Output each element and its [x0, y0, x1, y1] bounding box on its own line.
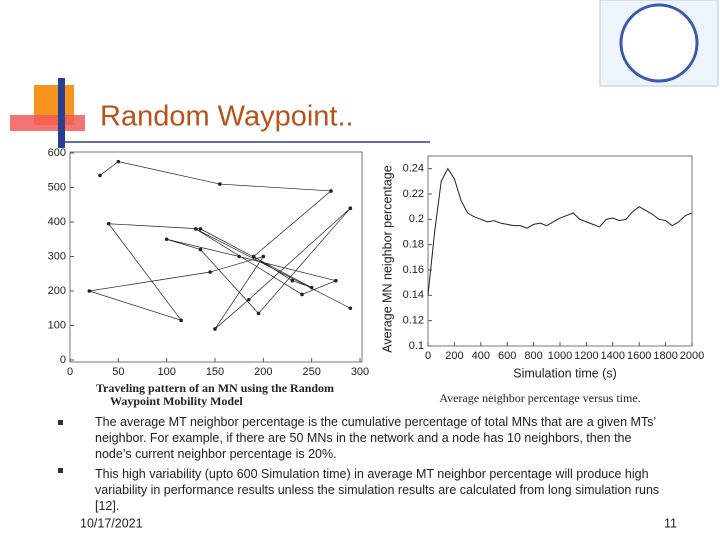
y-tick-label: 0.2: [409, 213, 424, 225]
data-point: [213, 327, 217, 331]
data-line: [89, 161, 351, 330]
data-point: [334, 278, 338, 283]
data-point: [247, 297, 251, 302]
y-tick-label: 100: [48, 319, 66, 331]
x-tick-label: 800: [524, 350, 542, 362]
x-tick-label: 50: [112, 366, 124, 378]
bullet: This high variability (upto 600 Simulati…: [95, 467, 660, 513]
data-point: [348, 306, 353, 311]
y-tick-label: 300: [48, 250, 66, 262]
x-tick-label: 250: [302, 366, 320, 378]
y-tick-label: 500: [48, 181, 66, 193]
bullet-marker: [58, 468, 63, 473]
x-tick-label: 1000: [548, 350, 572, 362]
data-point: [256, 311, 261, 316]
x-tick-label: 400: [472, 350, 490, 362]
y-tick-label: 0.18: [403, 239, 424, 251]
y-tick-label: 0.12: [403, 315, 424, 327]
caption: Average neighbor percentage versus time.: [439, 391, 640, 405]
x-tick-label: 1200: [574, 350, 598, 362]
x-tick-label: 150: [206, 366, 224, 378]
data-point: [116, 159, 121, 164]
bullet-marker: [58, 420, 63, 425]
x-tick-label: 1800: [653, 350, 677, 362]
data-point: [198, 247, 203, 252]
x-tick-label: 200: [254, 366, 272, 378]
page-number: 11: [664, 516, 677, 530]
data-point: [198, 227, 203, 231]
data-point: [208, 270, 212, 274]
data-line: [427, 167, 693, 296]
y-tick-label: 0.14: [403, 289, 424, 301]
data-point: [164, 237, 169, 242]
data-point: [309, 285, 314, 290]
date: 10/17/2021: [80, 516, 143, 530]
data-point: [106, 221, 111, 226]
x-tick-label: 0: [425, 350, 431, 362]
y-tick-label: 400: [48, 216, 66, 228]
data-point: [251, 254, 256, 259]
x-tick-label: 100: [157, 366, 175, 378]
y-tick-label: 200: [48, 285, 66, 297]
y-tick-label: 600: [48, 147, 66, 159]
slide-title: Random Waypoint..: [100, 101, 354, 133]
data-point: [261, 254, 266, 259]
logo-emblem: [619, 3, 699, 83]
y-tick-label: 0.16: [403, 264, 424, 276]
y-tick-label: 0.22: [403, 188, 424, 200]
y-tick-label: 0.1: [409, 340, 424, 352]
data-point: [218, 182, 222, 186]
x-axis-label: Simulation time (s): [513, 366, 617, 380]
x-tick-label: 2000: [680, 350, 704, 362]
data-point: [329, 189, 333, 193]
deco-bar: [58, 78, 65, 148]
x-tick-label: 1600: [627, 350, 651, 362]
x-tick-label: 600: [498, 350, 516, 362]
deco-bar: [10, 115, 85, 131]
data-point: [237, 254, 241, 259]
data-point: [300, 292, 304, 297]
data-point: [290, 278, 295, 283]
data-point: [179, 318, 183, 323]
y-axis-label: Average MN neighbor percentage: [380, 165, 394, 352]
y-tick-label: 0: [60, 354, 66, 366]
x-tick-label: 1400: [601, 350, 625, 362]
data-point: [348, 206, 353, 210]
bullet: The average MT neighbor percentage is th…: [95, 415, 656, 461]
data-point: [87, 289, 92, 293]
x-tick-label: 200: [445, 350, 463, 362]
x-tick-label: 300: [351, 366, 369, 378]
data-point: [98, 173, 102, 178]
x-tick-label: 0: [67, 366, 73, 378]
y-tick-label: 0.24: [403, 163, 424, 175]
data-point: [193, 227, 198, 231]
plot-frame: [427, 155, 693, 347]
caption: Traveling pattern of an MN using the Ran…: [96, 381, 334, 408]
